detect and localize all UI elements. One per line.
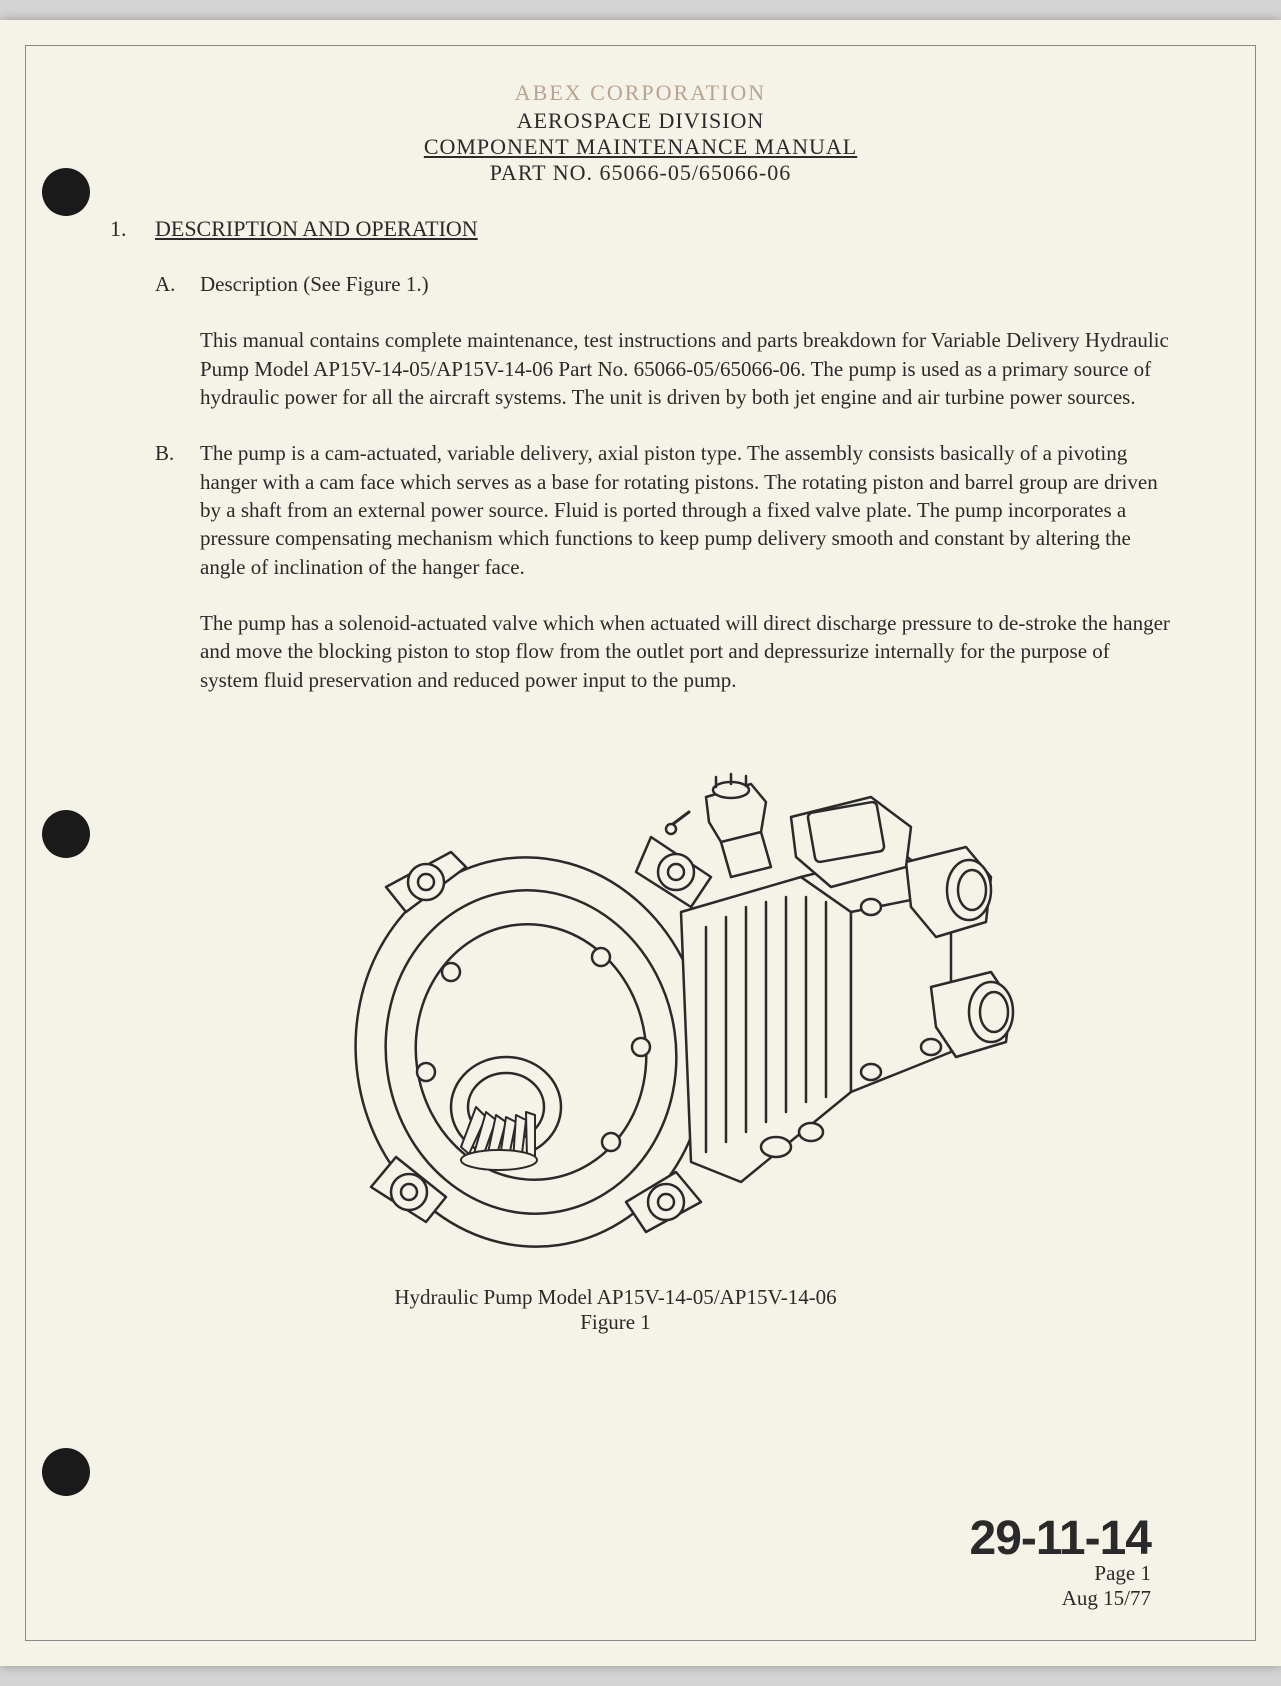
hydraulic-pump-illustration xyxy=(311,712,1031,1277)
section-number: 1. xyxy=(110,216,155,242)
document-page: ABEX CORPORATION AEROSPACE DIVISION COMP… xyxy=(0,20,1281,1666)
subsection-b-body2: The pump has a solenoid-actuated valve w… xyxy=(200,609,1171,694)
subsection-a-body: This manual contains complete maintenanc… xyxy=(200,326,1171,411)
figure-caption: Hydraulic Pump Model AP15V-14-05/AP15V-1… xyxy=(60,1285,1171,1310)
subsection-letter: A. xyxy=(155,270,200,298)
page-date: Aug 15/77 xyxy=(970,1586,1152,1611)
subsection-a-heading: A. Description (See Figure 1.) xyxy=(155,270,1171,298)
document-reference: 29-11-14 xyxy=(970,1511,1152,1566)
subsection-b-body1: The pump is a cam-actuated, variable del… xyxy=(200,439,1171,581)
division-name: AEROSPACE DIVISION xyxy=(110,108,1171,134)
figure-container: Hydraulic Pump Model AP15V-14-05/AP15V-1… xyxy=(110,712,1171,1335)
subsection-b: B. The pump is a cam-actuated, variable … xyxy=(155,439,1171,581)
section-heading: 1. DESCRIPTION AND OPERATION xyxy=(110,216,1171,242)
subsection-letter: B. xyxy=(155,439,200,581)
manual-title: COMPONENT MAINTENANCE MANUAL xyxy=(110,134,1171,160)
punch-hole-icon xyxy=(42,168,90,216)
punch-hole-icon xyxy=(42,810,90,858)
punch-hole-icon xyxy=(42,1448,90,1496)
figure-label: Figure 1 xyxy=(60,1310,1171,1335)
document-header: ABEX CORPORATION AEROSPACE DIVISION COMP… xyxy=(110,80,1171,186)
part-number: PART NO. 65066-05/65066-06 xyxy=(110,160,1171,186)
company-name: ABEX CORPORATION xyxy=(110,80,1171,106)
page-footer: 29-11-14 Page 1 Aug 15/77 xyxy=(970,1511,1152,1611)
subsection-heading-text: Description (See Figure 1.) xyxy=(200,270,1171,298)
section-title: DESCRIPTION AND OPERATION xyxy=(155,216,478,242)
